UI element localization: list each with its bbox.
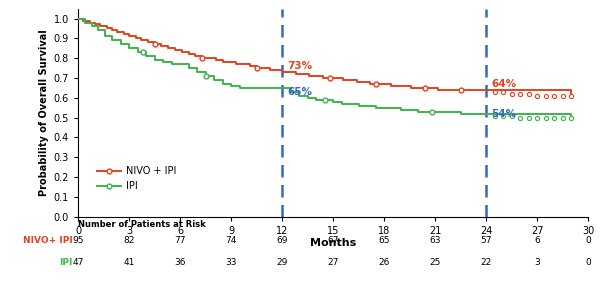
Text: 65%: 65% <box>287 87 312 97</box>
Text: 82: 82 <box>124 236 134 245</box>
Text: 74: 74 <box>226 236 236 245</box>
Text: 47: 47 <box>73 258 83 267</box>
Y-axis label: Probability of Overall Survival: Probability of Overall Survival <box>40 29 49 196</box>
Text: 77: 77 <box>174 236 186 245</box>
Text: 95: 95 <box>72 236 84 245</box>
Text: 65: 65 <box>378 236 390 245</box>
Text: 54%: 54% <box>491 109 516 119</box>
Legend: NIVO + IPI, IPI: NIVO + IPI, IPI <box>93 162 181 195</box>
Text: 69: 69 <box>276 236 288 245</box>
Text: 67: 67 <box>327 236 339 245</box>
Text: 25: 25 <box>430 258 440 267</box>
Text: IPI: IPI <box>59 258 73 267</box>
Text: 41: 41 <box>124 258 134 267</box>
Text: 26: 26 <box>379 258 389 267</box>
Text: Number of Patients at Risk: Number of Patients at Risk <box>78 220 206 229</box>
Text: 63: 63 <box>429 236 441 245</box>
Text: 57: 57 <box>480 236 492 245</box>
Text: 36: 36 <box>174 258 186 267</box>
Text: 22: 22 <box>481 258 491 267</box>
Text: NIVO+ IPI: NIVO+ IPI <box>23 236 73 245</box>
Text: 33: 33 <box>225 258 237 267</box>
Text: 6: 6 <box>534 236 540 245</box>
Text: 27: 27 <box>328 258 338 267</box>
Text: 3: 3 <box>534 258 540 267</box>
Text: 0: 0 <box>585 258 591 267</box>
X-axis label: Months: Months <box>310 238 356 248</box>
Text: 29: 29 <box>277 258 287 267</box>
Text: 0: 0 <box>585 236 591 245</box>
Text: 64%: 64% <box>491 79 516 89</box>
Text: 73%: 73% <box>287 61 312 71</box>
